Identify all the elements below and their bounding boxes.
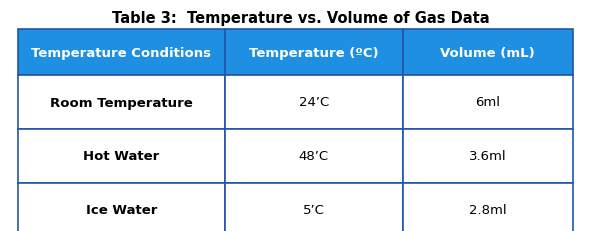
Bar [403,30,573,76]
Text: Room Temperature: Room Temperature [50,96,193,109]
Bar [18,183,225,231]
Text: Temperature (ºC): Temperature (ºC) [249,46,379,59]
Bar [18,30,225,76]
Bar [403,129,573,183]
Text: Hot Water: Hot Water [83,150,160,163]
Bar [225,76,403,129]
Bar [225,183,403,231]
Text: 3.6ml: 3.6ml [469,150,507,163]
Text: 48’C: 48’C [299,150,329,163]
Text: Volume (mL): Volume (mL) [441,46,535,59]
Bar [225,129,403,183]
Bar [403,183,573,231]
Bar [225,30,403,76]
Bar [18,76,225,129]
Text: 5’C: 5’C [303,204,324,217]
Text: 24’C: 24’C [299,96,329,109]
Text: Temperature Conditions: Temperature Conditions [31,46,211,59]
Text: Ice Water: Ice Water [85,204,157,217]
Text: Table 3:  Temperature vs. Volume of Gas Data: Table 3: Temperature vs. Volume of Gas D… [112,10,490,25]
Bar [403,76,573,129]
Text: 6ml: 6ml [476,96,500,109]
Bar [18,129,225,183]
Text: 2.8ml: 2.8ml [469,204,507,217]
